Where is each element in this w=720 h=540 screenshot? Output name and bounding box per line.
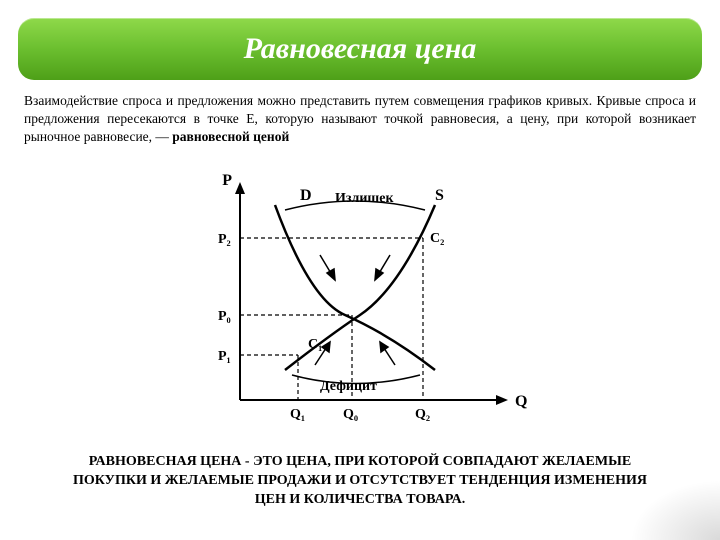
intro-paragraph: Взаимодействие спроса и предложения можн…: [24, 92, 696, 147]
surplus-label: Излишек: [335, 191, 394, 206]
ytick-p0: P₀: [218, 309, 231, 324]
x-axis-label: Q: [515, 393, 527, 410]
ytick-p2: P₂: [218, 232, 231, 247]
definition-text: РАВНОВЕСНАЯ ЦЕНА - ЭТО ЦЕНА, ПРИ КОТОРОЙ…: [60, 453, 660, 510]
xtick-q0: Q₀: [343, 407, 358, 422]
xtick-q2: Q₂: [415, 407, 430, 422]
point-c2: C₂: [430, 231, 444, 246]
slide-header: Равновесная цена: [18, 18, 702, 80]
intro-text: Взаимодействие спроса и предложения можн…: [24, 93, 696, 144]
deficit-label: Дефицит: [320, 379, 377, 394]
equilibrium-diagram: P Q D S Излишек P₂ P₀ P₁ Q₁ Q₀ Q₂ C₁ C₂: [180, 170, 540, 440]
supply-label: S: [435, 187, 444, 204]
y-axis-label: P: [222, 172, 232, 189]
ytick-p1: P₁: [218, 349, 231, 364]
definition-lead: РАВНОВЕСНАЯ ЦЕНА: [89, 454, 242, 469]
demand-curve: [275, 205, 435, 370]
point-c1: C₁: [308, 337, 322, 352]
demand-label: D: [300, 187, 312, 204]
slide-title: Равновесная цена: [244, 32, 477, 66]
intro-bold: равновесной ценой: [172, 129, 289, 144]
xtick-q1: Q₁: [290, 407, 305, 422]
